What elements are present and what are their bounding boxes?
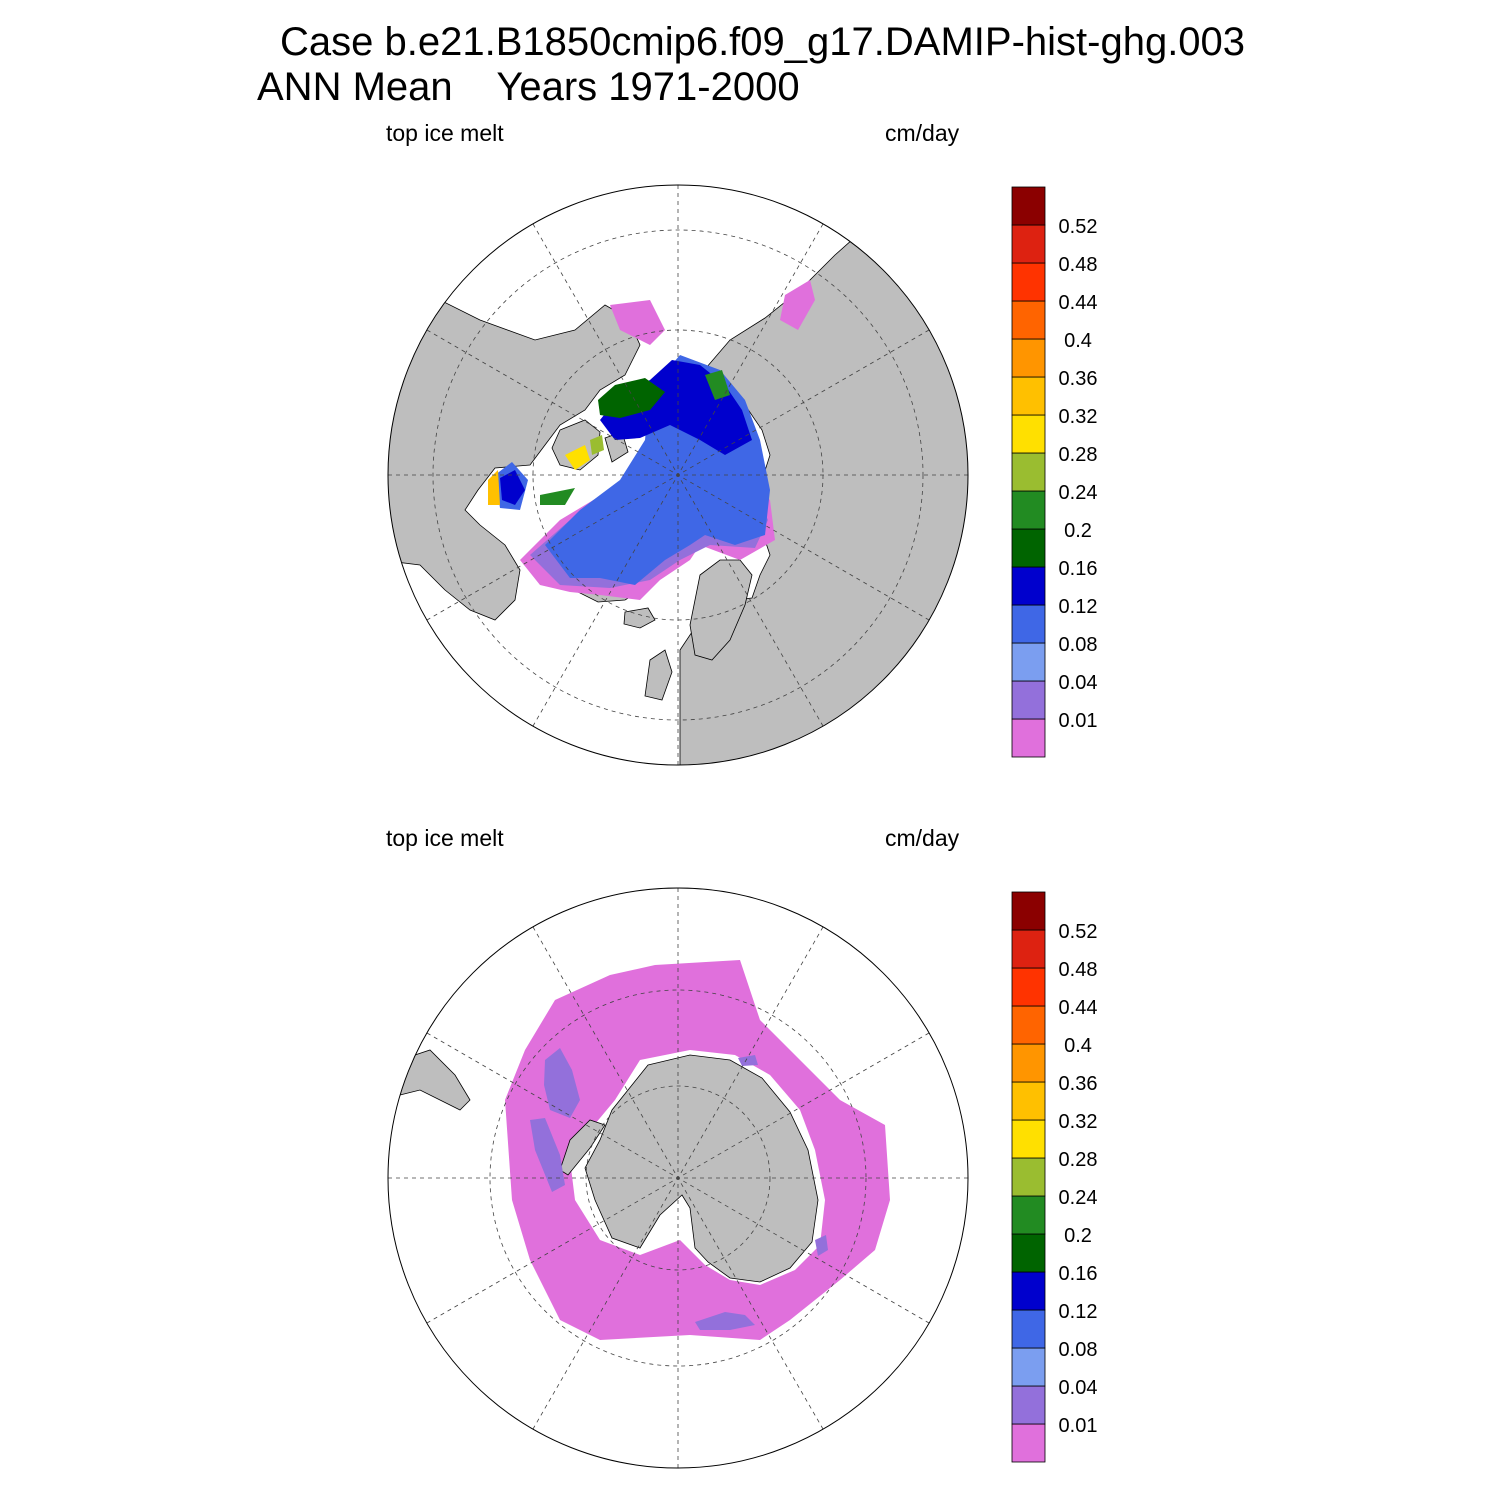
- north-colorbar-tick-label: 0.44: [1059, 292, 1098, 314]
- north-melt-hudson-green: [540, 488, 575, 505]
- north-colorbar-tick-label: 0.52: [1059, 216, 1098, 238]
- south-colorbar-box: [1011, 929, 1046, 969]
- south-variable-label: top ice melt: [386, 825, 504, 851]
- north-units-label: cm/day: [885, 120, 960, 146]
- south-polar-map: [387, 887, 969, 1469]
- south-melt-ross-patch: [695, 1312, 755, 1330]
- north-colorbar-tick-label: 0.32: [1059, 406, 1098, 428]
- south-colorbar-tick-label: 0.4: [1064, 1035, 1092, 1057]
- north-land-scandinavia: [689, 559, 753, 661]
- north-colorbar-tick-label: 0.01: [1059, 710, 1098, 732]
- south-colorbar-box: [1011, 967, 1046, 1007]
- south-melt-east-patch: [815, 1235, 828, 1256]
- north-colorbar-box: [1011, 452, 1046, 492]
- north-colorbar-box: [1011, 718, 1046, 758]
- north-colorbar-box: [1011, 490, 1046, 530]
- north-colorbar-box: [1011, 604, 1046, 644]
- south-colorbar-tick-label: 0.32: [1059, 1111, 1098, 1133]
- north-melt-laptev-green: [705, 370, 730, 400]
- north-colorbar-tick-label: 0.2: [1064, 520, 1092, 542]
- south-colorbar-box: [1011, 1309, 1046, 1349]
- north-melt-bering-fringe: [610, 300, 665, 345]
- south-colorbar-box: [1011, 1233, 1046, 1273]
- south-colorbar-tick-label: 0.44: [1059, 997, 1098, 1019]
- north-colorbar-box: [1011, 414, 1046, 454]
- north-graticule: [388, 185, 968, 765]
- south-melt-weddell-patch: [544, 1048, 580, 1118]
- south-colorbar-tick-label: 0.28: [1059, 1149, 1098, 1171]
- south-colorbar-tick-label: 0.24: [1059, 1187, 1098, 1209]
- south-colorbar-tick-label: 0.16: [1059, 1263, 1098, 1285]
- north-colorbar-box: [1011, 224, 1046, 264]
- north-colorbar-tick-label: 0.08: [1059, 634, 1098, 656]
- south-colorbar-box: [1011, 1195, 1046, 1235]
- south-colorbar-box: [1011, 1347, 1046, 1387]
- north-melt-hudson-core: [500, 470, 525, 505]
- figure-title-line2: ANN Mean Years 1971-2000: [257, 65, 800, 109]
- south-colorbar-box: [1011, 1119, 1046, 1159]
- south-colorbar-box: [1011, 1005, 1046, 1045]
- north-colorbar-tick-label: 0.4: [1064, 330, 1092, 352]
- north-colorbar-box: [1011, 186, 1046, 226]
- south-colorbar-tick-label: 0.52: [1059, 921, 1098, 943]
- north-colorbar-box: [1011, 528, 1046, 568]
- north-melt-archipelago-yellow: [565, 445, 590, 470]
- figure-title-line1: Case b.e21.B1850cmip6.f09_g17.DAMIP-hist…: [280, 20, 1246, 64]
- south-colorbar-box: [1011, 891, 1046, 931]
- south-colorbar-tick-label: 0.08: [1059, 1339, 1098, 1361]
- south-colorbar-box: [1011, 1043, 1046, 1083]
- south-colorbar-box: [1011, 1157, 1046, 1197]
- south-colorbar-tick-label: 0.36: [1059, 1073, 1098, 1095]
- south-melt-amundsen-patch: [738, 1055, 758, 1066]
- north-colorbar-box: [1011, 338, 1046, 378]
- north-colorbar-tick-label: 0.12: [1059, 596, 1098, 618]
- north-colorbar-tick-label: 0.48: [1059, 254, 1098, 276]
- north-colorbar-box: [1011, 642, 1046, 682]
- south-colorbar-tick-label: 0.01: [1059, 1415, 1098, 1437]
- north-variable-label: top ice melt: [386, 120, 504, 146]
- north-colorbar-tick-label: 0.16: [1059, 558, 1098, 580]
- north-colorbar-box: [1011, 566, 1046, 606]
- north-map-border: [387, 184, 969, 766]
- south-colorbar-tick-label: 0.2: [1064, 1225, 1092, 1247]
- south-colorbar-box: [1011, 1081, 1046, 1121]
- north-land-british-isles: [644, 649, 673, 701]
- north-melt-okhotsk-fringe: [780, 280, 815, 330]
- south-colorbar-tick-label: 0.48: [1059, 959, 1098, 981]
- north-melt-hudson-yellow: [488, 470, 500, 505]
- south-colorbar-box: [1011, 1423, 1046, 1463]
- south-graticule: [388, 888, 968, 1468]
- north-colorbar-tick-label: 0.28: [1059, 444, 1098, 466]
- north-colorbar-box: [1011, 262, 1046, 302]
- south-melt-peninsula-patch: [530, 1118, 565, 1192]
- south-melt-ring: [505, 960, 890, 1340]
- south-land-south-america: [399, 1049, 471, 1111]
- north-colorbar-tick-label: 0.24: [1059, 482, 1098, 504]
- north-colorbar: 0.01 0.04 0.08 0.12 0.16 0.2 0.24 0.28 0.32 0.36 0…: [1011, 186, 1098, 758]
- south-map-border: [387, 887, 969, 1469]
- north-polar-map: [387, 184, 969, 766]
- south-colorbar: 0.01 0.04 0.08 0.12 0.16 0.2 0.24 0.28 0.32 0.36 0…: [1011, 891, 1098, 1463]
- north-melt-archipelago-green: [590, 435, 604, 455]
- north-colorbar-tick-label: 0.04: [1059, 672, 1098, 694]
- south-colorbar-tick-label: 0.12: [1059, 1301, 1098, 1323]
- south-colorbar-box: [1011, 1271, 1046, 1311]
- north-colorbar-box: [1011, 300, 1046, 340]
- north-colorbar-box: [1011, 680, 1046, 720]
- north-colorbar-tick-label: 0.36: [1059, 368, 1098, 390]
- north-colorbar-box: [1011, 376, 1046, 416]
- south-colorbar-box: [1011, 1385, 1046, 1425]
- south-units-label: cm/day: [885, 825, 960, 851]
- south-colorbar-tick-label: 0.04: [1059, 1377, 1098, 1399]
- north-melt-beaufort-green: [598, 378, 665, 418]
- north-land-iceland: [623, 607, 656, 629]
